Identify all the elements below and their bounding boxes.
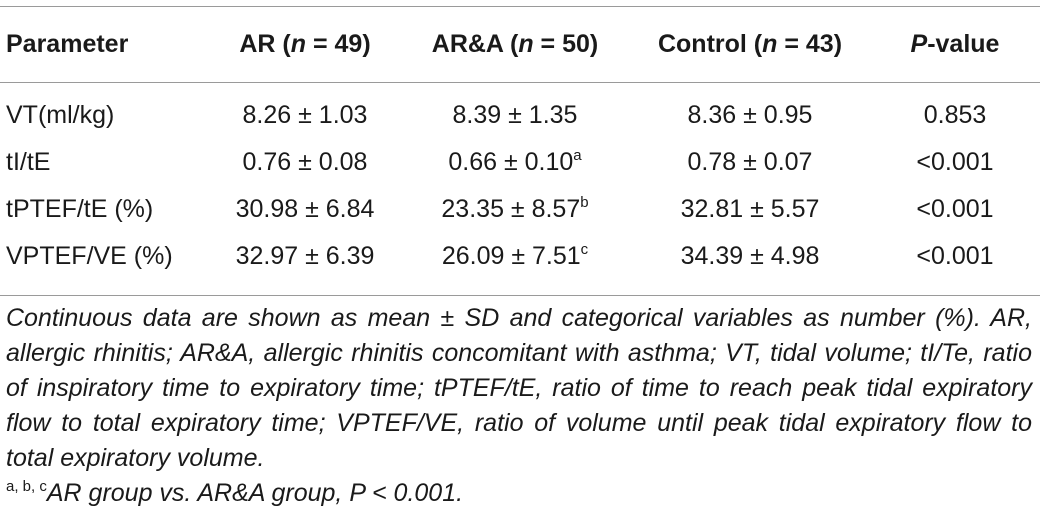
bottom-rule (0, 295, 1040, 296)
ara-cell: 23.35 ± 8.57b (441, 194, 589, 223)
ara-cell: 26.09 ± 7.51c (441, 241, 589, 270)
param-cell: tI/tE (6, 148, 51, 176)
footnote-markers: a, b, c (6, 478, 47, 495)
table-row: tPTEF/tE (%) 30.98 ± 6.84 23.35 ± 8.57b … (0, 186, 1040, 233)
control-cell: 34.39 ± 4.98 (680, 242, 820, 270)
header-ar: AR (n = 49) (239, 30, 371, 58)
ar-cell: 8.26 ± 1.03 (242, 101, 368, 129)
table-row: tI/tE 0.76 ± 0.08 0.66 ± 0.10a 0.78 ± 0.… (0, 139, 1040, 186)
header-control: Control (n = 43) (657, 30, 843, 58)
header-rule (0, 82, 1040, 83)
ara-cell: 0.66 ± 0.10a (448, 147, 582, 176)
p-value-cell: <0.001 (916, 195, 994, 223)
footnote-comparison: a, b, cAR group vs. AR&A group, P < 0.00… (6, 476, 463, 511)
ar-cell: 0.76 ± 0.08 (242, 148, 368, 176)
p-value-cell: <0.001 (916, 148, 994, 176)
control-cell: 0.78 ± 0.07 (687, 148, 813, 176)
header-parameter: Parameter (6, 30, 129, 58)
results-table: Parameter AR (n = 49) AR&A (n = 50) Cont… (0, 7, 1040, 280)
header-ara: AR&A (n = 50) (431, 30, 599, 58)
param-cell: VT(ml/kg) (6, 101, 115, 129)
ara-cell: 8.39 ± 1.35 (452, 101, 578, 129)
control-cell: 8.36 ± 0.95 (687, 101, 813, 129)
ar-cell: 30.98 ± 6.84 (235, 195, 375, 223)
table-row: VPTEF/VE (%) 32.97 ± 6.39 26.09 ± 7.51c … (0, 233, 1040, 280)
param-cell: VPTEF/VE (%) (6, 242, 173, 270)
p-value-cell: <0.001 (916, 242, 994, 270)
p-value-cell: 0.853 (923, 101, 987, 129)
table-row: VT(ml/kg) 8.26 ± 1.03 8.39 ± 1.35 8.36 ±… (0, 82, 1040, 139)
header-p-value: P-value (910, 30, 1000, 58)
top-rule (0, 6, 1040, 7)
table-footnote: Continuous data are shown as mean ± SD a… (6, 304, 1032, 472)
control-cell: 32.81 ± 5.57 (680, 195, 820, 223)
header-row: Parameter AR (n = 49) AR&A (n = 50) Cont… (0, 7, 1040, 82)
param-cell: tPTEF/tE (%) (6, 195, 154, 223)
footnote-comparison-text: AR group vs. AR&A group, P < 0.001. (46, 479, 464, 507)
ar-cell: 32.97 ± 6.39 (235, 242, 375, 270)
